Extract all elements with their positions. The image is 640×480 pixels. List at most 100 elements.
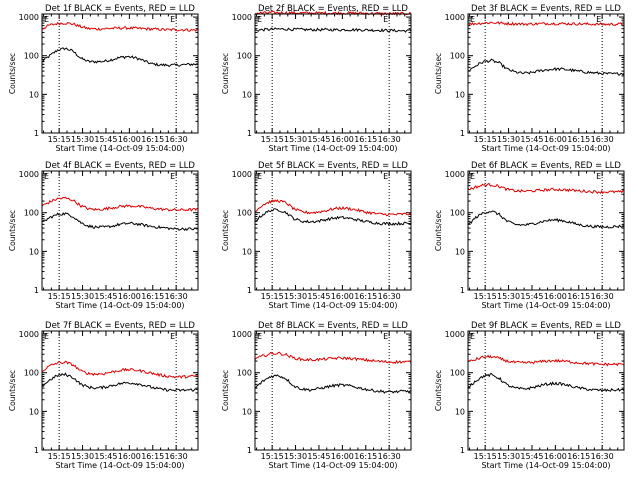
x-tick-label: 16:00 [331, 135, 354, 144]
y-tick-label: 10 [242, 247, 252, 256]
detector-panel-4: Det 4f BLACK = Events, RED = LLD Counts/s… [8, 161, 199, 310]
x-axis-label: Start Time (14-Oct-09 15:04:00) [481, 144, 610, 153]
x-tick-label: 15:45 [520, 452, 543, 461]
events-series-line [467, 58, 625, 76]
event-marker-label: E [257, 332, 262, 341]
x-tick-label: 15:45 [94, 135, 117, 144]
y-tick-label: 10 [455, 90, 465, 99]
events-series-line [41, 372, 199, 392]
x-axis-label: Start Time (14-Oct-09 15:04:00) [268, 461, 397, 470]
lld-series-line [467, 21, 625, 27]
event-marker-label: E [170, 332, 175, 341]
event-marker-label: E [470, 15, 475, 24]
events-series-line [254, 27, 412, 33]
detector-panel-3: Det 3f BLACK = Events, RED = LLD Counts/s… [434, 4, 625, 153]
x-tick-label: 15:15 [48, 135, 71, 144]
y-tick-label: 1000 [445, 170, 465, 179]
x-tick-label: 15:15 [261, 292, 284, 301]
x-tick-label: 15:30 [71, 452, 94, 461]
event-marker-label: E [470, 172, 475, 181]
x-tick-label: 15:30 [71, 135, 94, 144]
detector-panel-9: Det 9f BLACK = Events, RED = LLD Counts/s… [434, 321, 625, 470]
events-series-line [41, 212, 198, 232]
x-axis-label: Start Time (14-Oct-09 15:04:00) [55, 144, 184, 153]
event-marker-label: E [596, 15, 601, 24]
y-tick-label: 1 [460, 129, 465, 138]
x-axis-label: Start Time (14-Oct-09 15:04:00) [55, 461, 184, 470]
panel-title: Det 6f BLACK = Events, RED = LLD [471, 161, 621, 171]
y-tick-label: 1 [247, 446, 252, 455]
event-marker-label: E [596, 332, 601, 341]
x-tick-label: 16:00 [118, 135, 141, 144]
x-tick-label: 16:15 [141, 292, 164, 301]
x-tick-label: 16:00 [331, 292, 354, 301]
y-tick-label: 1 [34, 446, 39, 455]
x-tick-label: 15:15 [474, 135, 497, 144]
event-marker-label: E [170, 15, 175, 24]
panel-title: Det 3f BLACK = Events, RED = LLD [471, 4, 621, 14]
panel-title: Det 2f BLACK = Events, RED = LLD [258, 4, 408, 14]
x-axis-label: Start Time (14-Oct-09 15:04:00) [55, 301, 184, 310]
x-tick-label: 15:45 [520, 292, 543, 301]
x-tick-label: 16:15 [567, 135, 590, 144]
events-series-line [467, 210, 625, 229]
detector-panel-6: Det 6f BLACK = Events, RED = LLD Counts/s… [434, 161, 625, 310]
x-tick-label: 16:30 [591, 292, 614, 301]
x-tick-label: 15:15 [48, 452, 71, 461]
event-marker-label: E [257, 15, 262, 24]
y-axis-label: Counts/sec [434, 53, 443, 94]
x-tick-label: 15:30 [71, 292, 94, 301]
x-tick-label: 15:45 [307, 452, 330, 461]
y-axis-label: Counts/sec [8, 370, 17, 411]
y-tick-label: 100 [237, 209, 252, 218]
y-tick-label: 1 [34, 129, 39, 138]
y-tick-label: 100 [24, 209, 39, 218]
x-tick-label: 15:45 [307, 135, 330, 144]
x-tick-label: 16:30 [591, 135, 614, 144]
x-tick-label: 16:15 [141, 452, 164, 461]
x-tick-label: 15:15 [261, 452, 284, 461]
panel-title: Det 5f BLACK = Events, RED = LLD [258, 161, 408, 171]
y-axis-label: Counts/sec [8, 210, 17, 251]
y-tick-label: 10 [455, 247, 465, 256]
event-marker-label: E [596, 172, 601, 181]
plot-frame [41, 13, 199, 134]
y-axis-label: Counts/sec [434, 370, 443, 411]
panel-title: Det 7f BLACK = Events, RED = LLD [45, 321, 195, 331]
y-tick-label: 100 [450, 52, 465, 61]
event-marker-label: E [383, 15, 388, 24]
lld-series-line [41, 21, 199, 32]
x-tick-label: 15:30 [284, 452, 307, 461]
x-tick-label: 16:15 [354, 135, 377, 144]
plot-frame [41, 330, 199, 451]
x-axis-label: Start Time (14-Oct-09 15:04:00) [268, 301, 397, 310]
y-tick-label: 1000 [19, 330, 39, 339]
y-tick-label: 1000 [445, 13, 465, 22]
y-axis-label: Counts/sec [221, 210, 230, 251]
y-tick-label: 10 [455, 407, 465, 416]
plot-frame [41, 170, 199, 291]
x-axis-label: Start Time (14-Oct-09 15:04:00) [481, 301, 610, 310]
event-marker-label: E [257, 172, 262, 181]
panel-title: Det 8f BLACK = Events, RED = LLD [258, 321, 408, 331]
x-tick-label: 16:15 [567, 292, 590, 301]
x-tick-label: 16:30 [378, 135, 401, 144]
events-series-line [254, 374, 412, 394]
x-tick-label: 15:30 [497, 292, 520, 301]
y-tick-label: 1 [460, 446, 465, 455]
event-marker-label: E [170, 172, 175, 181]
x-tick-label: 15:30 [284, 135, 307, 144]
x-tick-label: 15:45 [520, 135, 543, 144]
y-tick-label: 10 [29, 247, 39, 256]
lld-series-line [467, 183, 625, 195]
y-tick-label: 1 [34, 286, 39, 295]
y-tick-label: 10 [242, 407, 252, 416]
x-tick-label: 16:00 [118, 292, 141, 301]
x-tick-label: 15:30 [497, 452, 520, 461]
detector-panel-7: Det 7f BLACK = Events, RED = LLD Counts/s… [8, 321, 199, 470]
y-axis-label: Counts/sec [434, 210, 443, 251]
panel-title: Det 4f BLACK = Events, RED = LLD [45, 161, 195, 171]
x-tick-label: 16:30 [165, 452, 188, 461]
plot-frame [467, 13, 625, 134]
x-tick-label: 15:15 [261, 135, 284, 144]
